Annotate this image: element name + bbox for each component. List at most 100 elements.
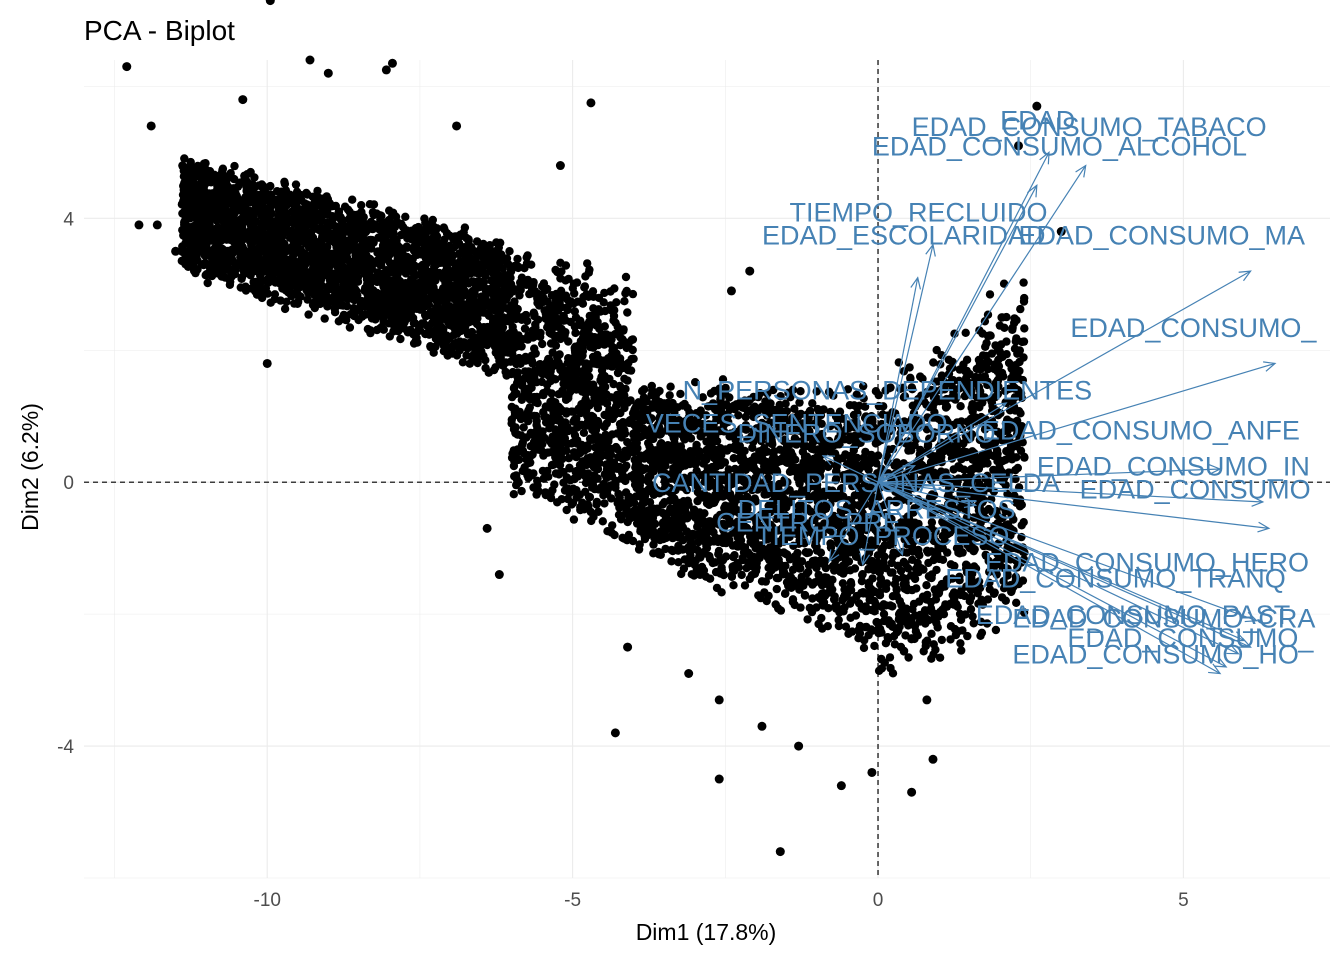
individual-point (933, 623, 942, 632)
individual-point (780, 589, 790, 598)
individual-point (888, 669, 898, 678)
individual-point (640, 385, 649, 394)
individual-point (600, 322, 609, 331)
individual-point (859, 643, 869, 653)
individual-point (602, 484, 612, 493)
individual-point (963, 631, 972, 641)
individual-point (910, 441, 919, 450)
individual-point (892, 574, 901, 584)
individual-point (818, 624, 827, 633)
individual-point (491, 363, 500, 372)
individual-point (684, 559, 694, 568)
individual-point (927, 629, 936, 638)
individual-point (872, 617, 881, 627)
individual-point (695, 570, 705, 579)
individual-point (944, 355, 953, 364)
individual-point (320, 314, 329, 323)
individual-point (563, 494, 572, 504)
individual-point (280, 226, 289, 235)
individual-point (895, 596, 904, 606)
individual-point (519, 423, 528, 432)
individual-point (708, 499, 717, 508)
individual-point (623, 308, 632, 317)
individual-point (530, 312, 539, 321)
individual-point (932, 345, 941, 355)
individual-point (556, 258, 565, 267)
individual-point (598, 517, 607, 526)
individual-point (492, 303, 502, 313)
individual-point (572, 489, 582, 498)
individual-point (851, 552, 861, 561)
individual-point (326, 282, 335, 291)
individual-point (509, 490, 518, 499)
individual-point (697, 562, 707, 572)
individual-point (1020, 324, 1029, 333)
individual-point (348, 195, 357, 204)
individual-point (598, 378, 607, 388)
individual-point (628, 345, 637, 355)
individual-point (887, 619, 896, 628)
individual-point (985, 578, 994, 587)
individual-point (291, 180, 301, 189)
individual-point (1016, 304, 1025, 314)
individual-point (961, 328, 970, 337)
individual-point (1019, 293, 1029, 303)
individual-point (796, 387, 805, 396)
individual-point (870, 641, 879, 651)
individual-point (772, 584, 781, 594)
individual-point (543, 305, 552, 314)
individual-point (502, 254, 512, 263)
individual-point (631, 505, 640, 515)
individual-point (857, 577, 867, 586)
individual-point (1000, 323, 1009, 332)
individual-point (401, 269, 411, 278)
individual-point (712, 583, 722, 593)
individual-point (636, 527, 645, 536)
individual-point (546, 339, 556, 348)
individual-point (304, 310, 313, 319)
individual-point (907, 383, 916, 392)
individual-point (927, 570, 937, 579)
individual-point (952, 599, 961, 609)
individual-point (808, 594, 817, 603)
individual-point (335, 274, 344, 283)
individual-point (532, 378, 541, 387)
individual-point (737, 570, 746, 580)
individual-point (879, 609, 889, 619)
individual-point (1008, 325, 1017, 334)
individual-point (230, 161, 239, 171)
individual-point (562, 505, 571, 515)
individual-point (622, 461, 631, 470)
individual-point (303, 190, 312, 199)
individual-point (1019, 278, 1028, 287)
individual-point (552, 293, 561, 302)
individual-point (585, 492, 595, 502)
individual-point (621, 272, 631, 282)
individual-point (824, 387, 834, 396)
individual-point (561, 276, 570, 285)
individual-point (888, 568, 897, 577)
individual-point (496, 238, 505, 247)
individual-point (192, 266, 201, 275)
individual-point (221, 273, 230, 282)
individual-point (505, 247, 514, 256)
individual-point (623, 376, 632, 385)
individual-point (462, 351, 471, 360)
individual-point (688, 529, 698, 539)
individual-point (507, 369, 516, 379)
individual-point (999, 584, 1009, 593)
individual-point (803, 615, 812, 624)
individual-point (986, 331, 995, 340)
individual-point (620, 297, 629, 306)
individual-point (517, 486, 526, 496)
individual-point (745, 574, 754, 584)
individual-point (751, 566, 761, 576)
individual-point (570, 431, 580, 440)
individual-point (929, 358, 938, 367)
individual-point (666, 382, 675, 391)
individual-point (633, 457, 642, 467)
individual-point (579, 428, 589, 437)
individual-point (982, 338, 991, 348)
individual-point (659, 534, 668, 544)
